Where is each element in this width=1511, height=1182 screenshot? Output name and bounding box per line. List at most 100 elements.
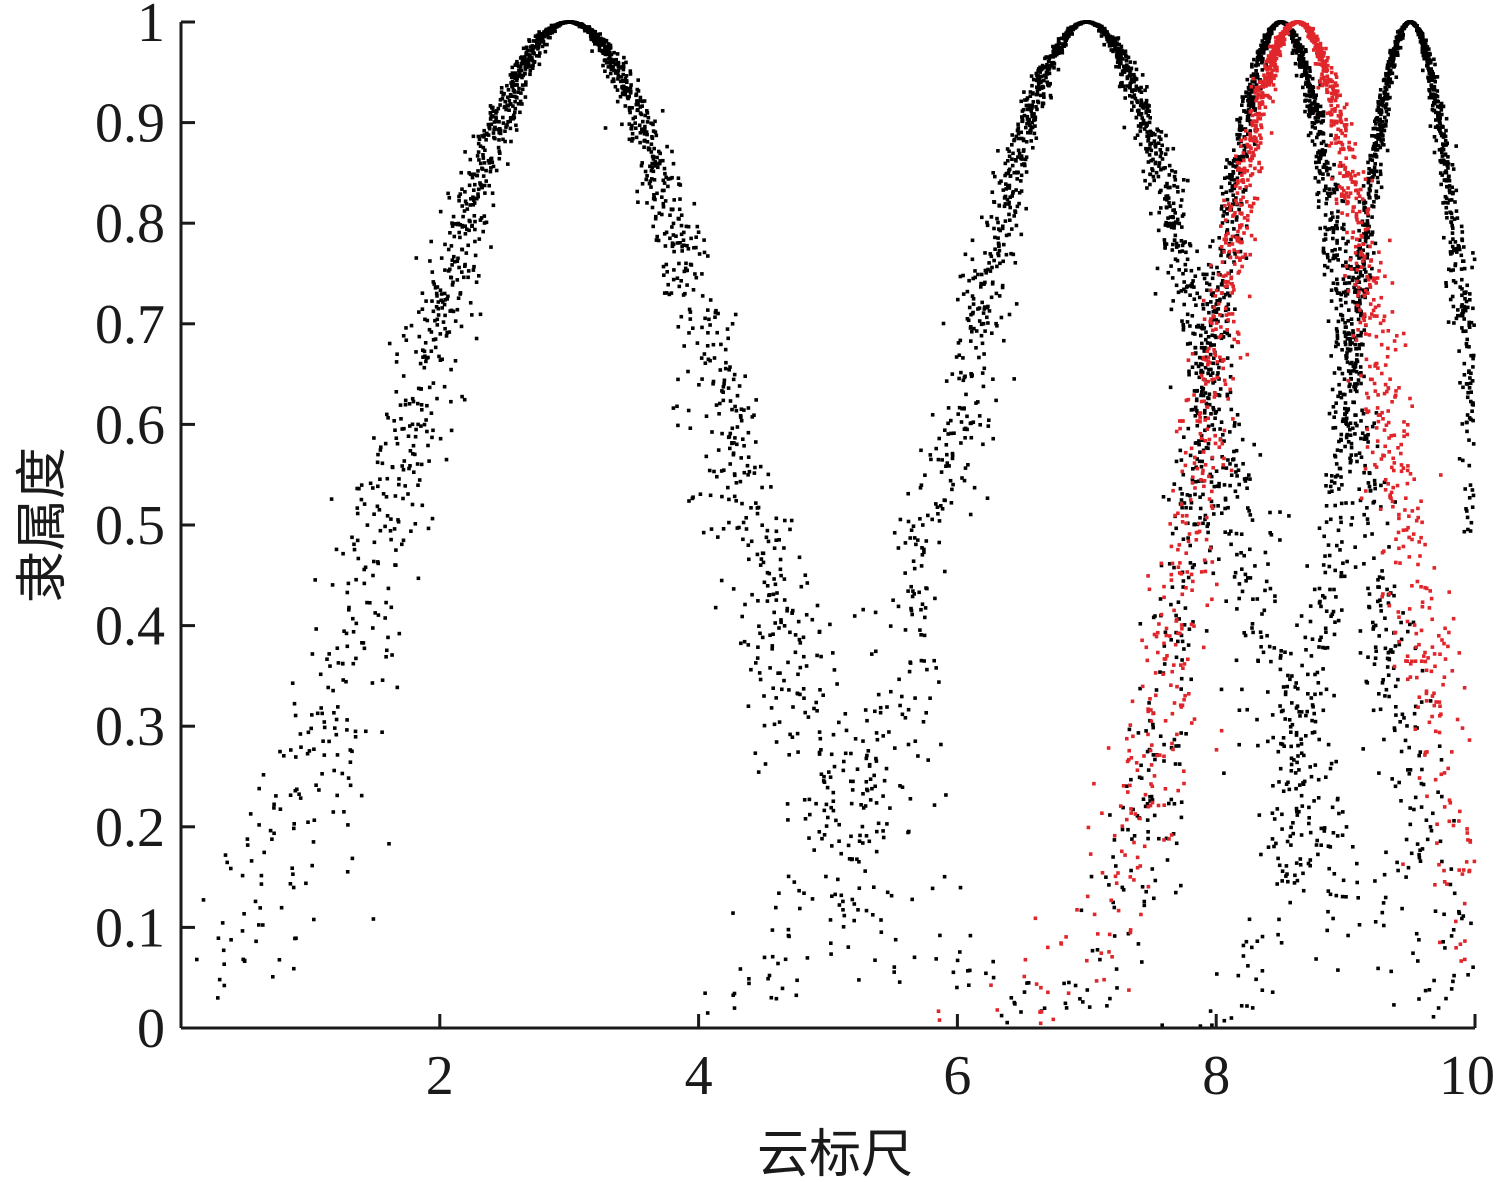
- cloud-drop-point: [446, 191, 450, 196]
- cloud-drop-point: [1135, 814, 1140, 818]
- cloud-drop-point: [1417, 753, 1421, 758]
- cloud-drop-point: [819, 772, 824, 776]
- cloud-drop-point: [1149, 133, 1153, 137]
- cloud-drop-point: [393, 494, 398, 498]
- cloud-drop-point: [465, 227, 469, 232]
- cloud-drop-point: [1132, 93, 1137, 97]
- cloud-drop-point: [1169, 307, 1174, 312]
- cloud-drop-point: [498, 98, 503, 102]
- cloud-drop-point: [728, 431, 733, 436]
- cloud-drop-point: [1144, 124, 1148, 129]
- cloud-drop-point: [371, 917, 376, 921]
- cloud-drop-point: [930, 886, 935, 891]
- cloud-drop-point: [1030, 120, 1035, 125]
- cloud-drop-point: [1014, 134, 1018, 139]
- cloud-drop-point: [528, 53, 532, 57]
- cloud-drop-point: [1209, 480, 1214, 484]
- cloud-drop-point: [1357, 451, 1362, 455]
- cloud-drop-point: [1344, 325, 1348, 329]
- cloud-drop-point: [1356, 896, 1360, 900]
- cloud-drop-point: [642, 139, 646, 143]
- cloud-drop-point: [514, 95, 519, 100]
- cloud-drop-point: [744, 516, 748, 520]
- cloud-drop-point: [1293, 771, 1298, 775]
- cloud-drop-point: [702, 250, 707, 255]
- cloud-drop-point: [472, 264, 476, 269]
- cloud-drop-point: [1189, 268, 1194, 273]
- cloud-drop-point: [1399, 749, 1404, 754]
- cloud-drop-point: [1408, 806, 1412, 810]
- cloud-drop-point: [1141, 118, 1146, 123]
- cloud-drop-point: [974, 401, 978, 405]
- cloud-drop-point: [924, 586, 928, 590]
- cloud-drop-point: [524, 83, 528, 87]
- cloud-drop-point: [1306, 78, 1310, 83]
- cloud-drop-point: [1026, 130, 1030, 135]
- cloud-drop-point: [1219, 420, 1224, 424]
- cloud-drop-point: [398, 403, 403, 407]
- cloud-drop-point: [1130, 837, 1134, 841]
- cloud-drop-point: [1327, 259, 1332, 263]
- cloud-drop-point: [885, 890, 890, 895]
- cloud-drop-point: [1291, 40, 1295, 44]
- cloud-drop-point: [305, 751, 310, 756]
- cloud-drop-point: [1348, 460, 1353, 465]
- cloud-drop-point: [1234, 165, 1238, 169]
- cloud-drop-point: [1393, 644, 1398, 648]
- cloud-drop-point: [1209, 373, 1213, 377]
- cloud-drop-point: [1188, 293, 1192, 297]
- cloud-drop-point: [1243, 145, 1248, 149]
- cloud-drop-point: [1188, 493, 1192, 498]
- cloud-drop-point: [1229, 529, 1233, 533]
- cloud-drop-point: [1010, 133, 1014, 137]
- cloud-drop-point: [621, 61, 626, 66]
- cloud-drop-point: [787, 934, 791, 939]
- cloud-drop-point: [670, 225, 674, 229]
- cloud-drop-point: [739, 456, 743, 460]
- cloud-drop-point: [326, 685, 330, 690]
- cloud-drop-point: [451, 280, 455, 285]
- cloud-drop-point: [484, 220, 489, 225]
- cloud-drop-point: [438, 436, 443, 441]
- cloud-drop-point: [979, 272, 984, 277]
- cloud-drop-point: [426, 526, 431, 531]
- cloud-drop-point: [943, 498, 947, 503]
- cloud-drop-point: [712, 469, 716, 474]
- cloud-drop-point: [1341, 810, 1345, 814]
- cloud-drop-point: [831, 790, 836, 795]
- cloud-drop-point: [990, 331, 994, 335]
- cloud-drop-point: [1347, 281, 1352, 285]
- cloud-drop-point: [1312, 799, 1316, 803]
- cloud-drop-point: [1219, 253, 1223, 258]
- cloud-drop-point: [1233, 421, 1237, 425]
- cloud-drop-point: [510, 79, 515, 84]
- cloud-drop-point: [855, 857, 859, 861]
- cloud-drop-point: [648, 164, 652, 169]
- cloud-drop-point: [1177, 221, 1182, 226]
- cloud-drop-point: [1366, 521, 1370, 526]
- cloud-drop-point: [1457, 911, 1462, 916]
- cloud-drop-point: [1049, 95, 1053, 100]
- cloud-drop-point: [335, 646, 340, 650]
- cloud-drop-point: [463, 264, 467, 268]
- cloud-drop-point: [1102, 42, 1106, 47]
- cloud-drop-point: [1197, 375, 1202, 380]
- cloud-drop-point: [396, 520, 401, 524]
- cloud-drop-point: [971, 276, 975, 281]
- cloud-drop-point: [455, 259, 460, 263]
- cloud-drop-point: [1138, 142, 1143, 147]
- cloud-drop-point: [1048, 93, 1053, 98]
- cloud-drop-point: [612, 50, 616, 55]
- cloud-drop-point: [1292, 758, 1296, 762]
- cloud-drop-point: [1124, 53, 1128, 58]
- cloud-drop-point: [661, 264, 666, 269]
- cloud-drop-point: [527, 64, 532, 69]
- cloud-drop-point: [785, 802, 790, 806]
- cloud-drop-point: [1469, 520, 1474, 525]
- cloud-drop-point: [719, 342, 723, 347]
- cloud-drop-point: [1437, 744, 1442, 748]
- cloud-drop-point: [971, 302, 976, 306]
- cloud-drop-point: [694, 235, 698, 239]
- cloud-drop-point: [327, 652, 331, 656]
- cloud-drop-point: [1378, 172, 1383, 177]
